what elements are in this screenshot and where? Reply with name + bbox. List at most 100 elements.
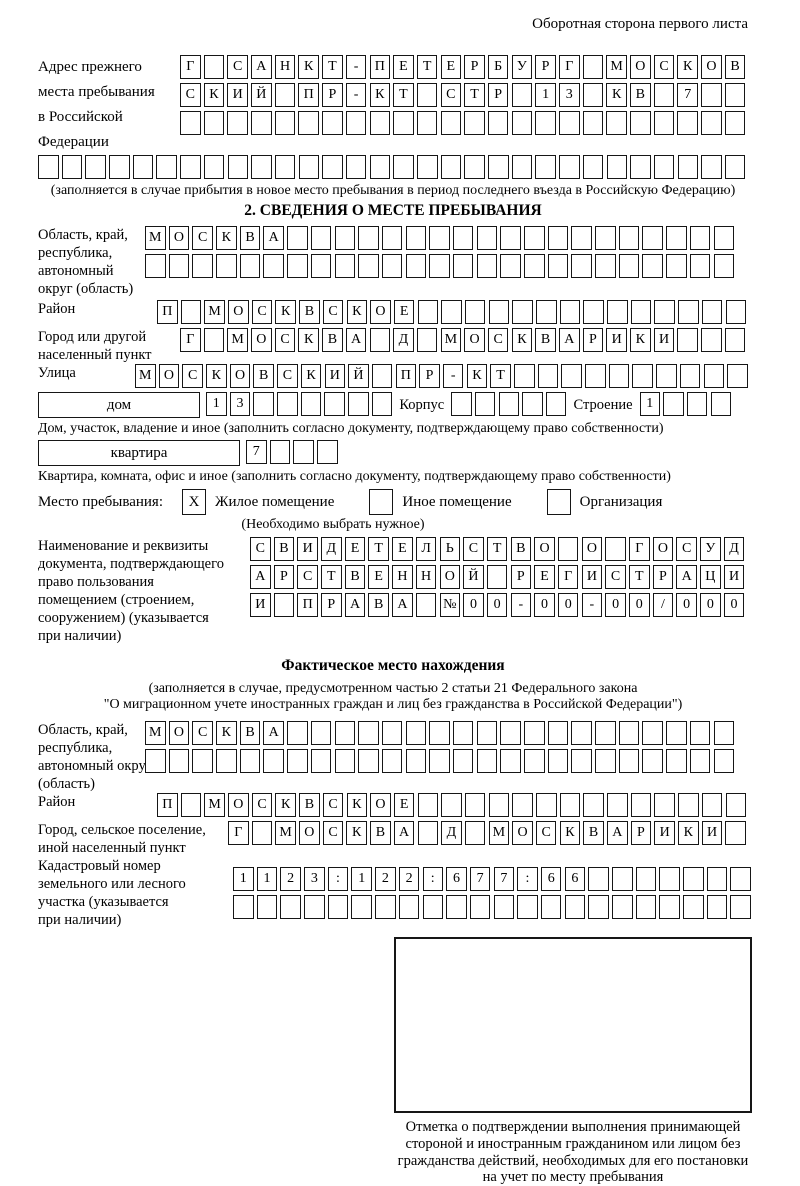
char-cell: С [463, 537, 484, 561]
char-cell [300, 392, 322, 416]
char-cell: Е [440, 55, 462, 79]
char-cell: 0 [700, 593, 721, 617]
char-cell: 0 [557, 593, 579, 617]
char-cell [642, 749, 663, 773]
char-cell [109, 155, 130, 179]
char-cell: О [229, 364, 251, 388]
char-cell: М [440, 328, 462, 352]
char-cell: : [422, 867, 443, 891]
char-cell: : [327, 867, 349, 891]
char-cell [571, 721, 592, 745]
char-cell [666, 721, 687, 745]
char-cell [689, 254, 711, 278]
char-cell [686, 392, 708, 416]
document-block: Наименование и реквизиты документа, подт… [38, 537, 748, 647]
char-cell [452, 226, 474, 250]
char-cell: К [678, 821, 699, 845]
char-cell [561, 364, 582, 388]
char-cell: Р [582, 328, 604, 352]
char-cell: № [439, 593, 460, 617]
zhiloe-label: Жилое помещение [215, 493, 335, 510]
char-cell [677, 328, 698, 352]
char-cell: Г [629, 537, 650, 561]
char-cell [441, 300, 462, 324]
char-cell: А [676, 565, 697, 589]
char-cell [511, 111, 533, 135]
char-cell: С [277, 364, 298, 388]
ulitsa-label: Улица [38, 365, 76, 381]
char-cell [605, 537, 626, 561]
org-checkbox [546, 489, 571, 515]
char-cell: 1 [233, 867, 254, 891]
char-cell: В [583, 821, 604, 845]
char-cell [371, 364, 393, 388]
char-cell [474, 392, 496, 416]
char-cell: С [487, 328, 509, 352]
oblast-block: Область, край, республика, автономный ок… [38, 226, 748, 300]
char-cell [351, 895, 372, 919]
char-cell [61, 155, 83, 179]
char-cell: И [723, 565, 745, 589]
char-cell [393, 155, 414, 179]
char-cell [476, 226, 498, 250]
char-cell [535, 155, 556, 179]
char-cell [417, 821, 438, 845]
char-cell [517, 895, 538, 919]
char-cell [429, 226, 450, 250]
char-cell [417, 300, 439, 324]
char-cell: К [346, 793, 367, 817]
zhiloe-checkbox: X [182, 489, 206, 515]
char-cell [678, 300, 699, 324]
char-cell: Й [463, 565, 484, 589]
char-cell [310, 721, 332, 745]
char-cell [618, 749, 640, 773]
char-cell: 0 [676, 593, 697, 617]
char-cell [263, 254, 284, 278]
char-cell: Б [487, 55, 509, 79]
char-cell: К [216, 721, 237, 745]
dom-label-box: дом [38, 392, 200, 418]
char-cell [280, 895, 301, 919]
char-cell: И [297, 537, 318, 561]
char-cell [417, 793, 439, 817]
char-cell [689, 721, 711, 745]
char-cell [488, 300, 510, 324]
stroenie-label: Строение [573, 397, 633, 413]
char-cell [635, 895, 657, 919]
char-cell: 1 [351, 867, 372, 891]
char-cell [375, 895, 396, 919]
char-cell: В [299, 793, 320, 817]
char-cell [595, 226, 616, 250]
char-cell [666, 254, 687, 278]
char-cell [287, 254, 308, 278]
char-cell [536, 793, 557, 817]
char-cell [724, 83, 746, 107]
char-cell [464, 111, 485, 135]
char-cell: О [534, 537, 555, 561]
char-cell: Р [652, 565, 674, 589]
char-cell [630, 793, 652, 817]
char-cell [358, 749, 379, 773]
char-cell [405, 721, 427, 745]
char-cell: С [297, 565, 318, 589]
char-cell [512, 300, 533, 324]
char-cell: У [700, 537, 721, 561]
char-cell [168, 749, 190, 773]
char-cell: С [322, 300, 344, 324]
kvartira-block: квартира 7 [38, 440, 748, 468]
char-cell [324, 392, 345, 416]
char-cell [180, 793, 202, 817]
prev-address-row-4 [38, 155, 748, 179]
char-cell: М [145, 226, 166, 250]
char-cell: О [228, 793, 249, 817]
char-cell [369, 328, 390, 352]
char-cell: А [251, 55, 272, 79]
char-cell: 6 [540, 867, 562, 891]
char-cell [256, 895, 278, 919]
char-cell [706, 867, 728, 891]
char-cell [564, 895, 586, 919]
char-cell: П [157, 793, 178, 817]
char-cell [710, 392, 732, 416]
